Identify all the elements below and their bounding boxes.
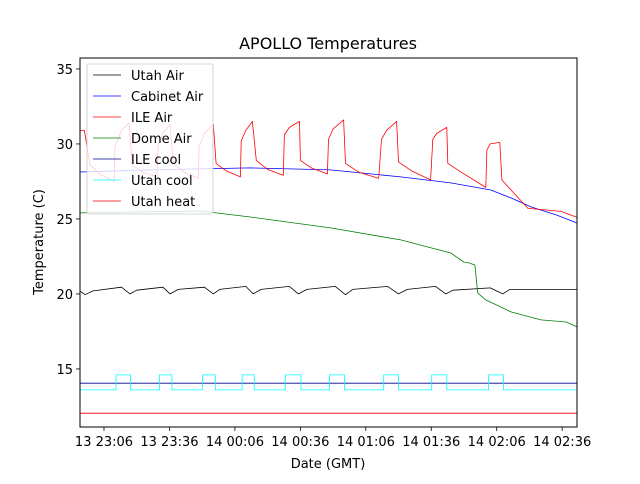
legend-item-cabinet-air: Cabinet Air <box>93 90 204 105</box>
legend-label: Utah cool <box>131 174 193 189</box>
legend-item-ile-cool: ILE cool <box>93 153 181 168</box>
series-line-dome-air <box>79 210 578 328</box>
plot-frame <box>79 57 578 428</box>
x-axis: 13 23:06 13 23:36 14 00:06 14 00:36 14 01:06… <box>75 427 591 450</box>
x-tick-label: 14 02:36 <box>533 435 591 450</box>
x-axis-label: Date (GMT) <box>291 457 366 472</box>
y-tick-label: 15 <box>56 363 73 378</box>
chart-title: APOLLO Temperatures <box>239 34 417 53</box>
x-tick-label: 13 23:36 <box>140 435 198 450</box>
y-tick-label: 30 <box>56 138 73 153</box>
legend: Utah Air Cabinet Air ILE Air Dome Air ILE co… <box>86 63 214 215</box>
legend-label: ILE Air <box>131 111 173 126</box>
legend-label: Utah Air <box>131 69 184 84</box>
y-tick-label: 20 <box>56 288 73 303</box>
legend-item-dome-air: Dome Air <box>93 132 192 147</box>
y-axis-label: Temperature (C) <box>32 189 47 296</box>
legend-item-utah-cool: Utah cool <box>93 174 193 189</box>
x-tick-label: 14 02:06 <box>468 435 526 450</box>
legend-label: Utah heat <box>131 195 195 210</box>
y-axis: 15 20 25 30 35 <box>56 63 80 378</box>
series-line-utah-air <box>79 285 577 296</box>
legend-item-ile-air: ILE Air <box>93 111 173 126</box>
legend-item-utah-air: Utah Air <box>93 69 184 84</box>
x-tick-label: 14 01:06 <box>337 435 395 450</box>
legend-box <box>86 63 214 215</box>
y-tick-label: 25 <box>56 213 73 228</box>
x-tick-label: 14 00:36 <box>271 435 329 450</box>
legend-label: ILE cool <box>131 153 181 168</box>
legend-item-utah-heat: Utah heat <box>93 195 195 210</box>
x-tick-label: 13 23:06 <box>75 435 133 450</box>
legend-label: Dome Air <box>131 132 192 147</box>
series-line-utah-cool <box>80 374 577 391</box>
x-tick-label: 14 00:06 <box>206 435 264 450</box>
legend-label: Cabinet Air <box>131 90 204 105</box>
x-tick-label: 14 01:36 <box>402 435 460 450</box>
y-tick-label: 35 <box>56 63 73 78</box>
